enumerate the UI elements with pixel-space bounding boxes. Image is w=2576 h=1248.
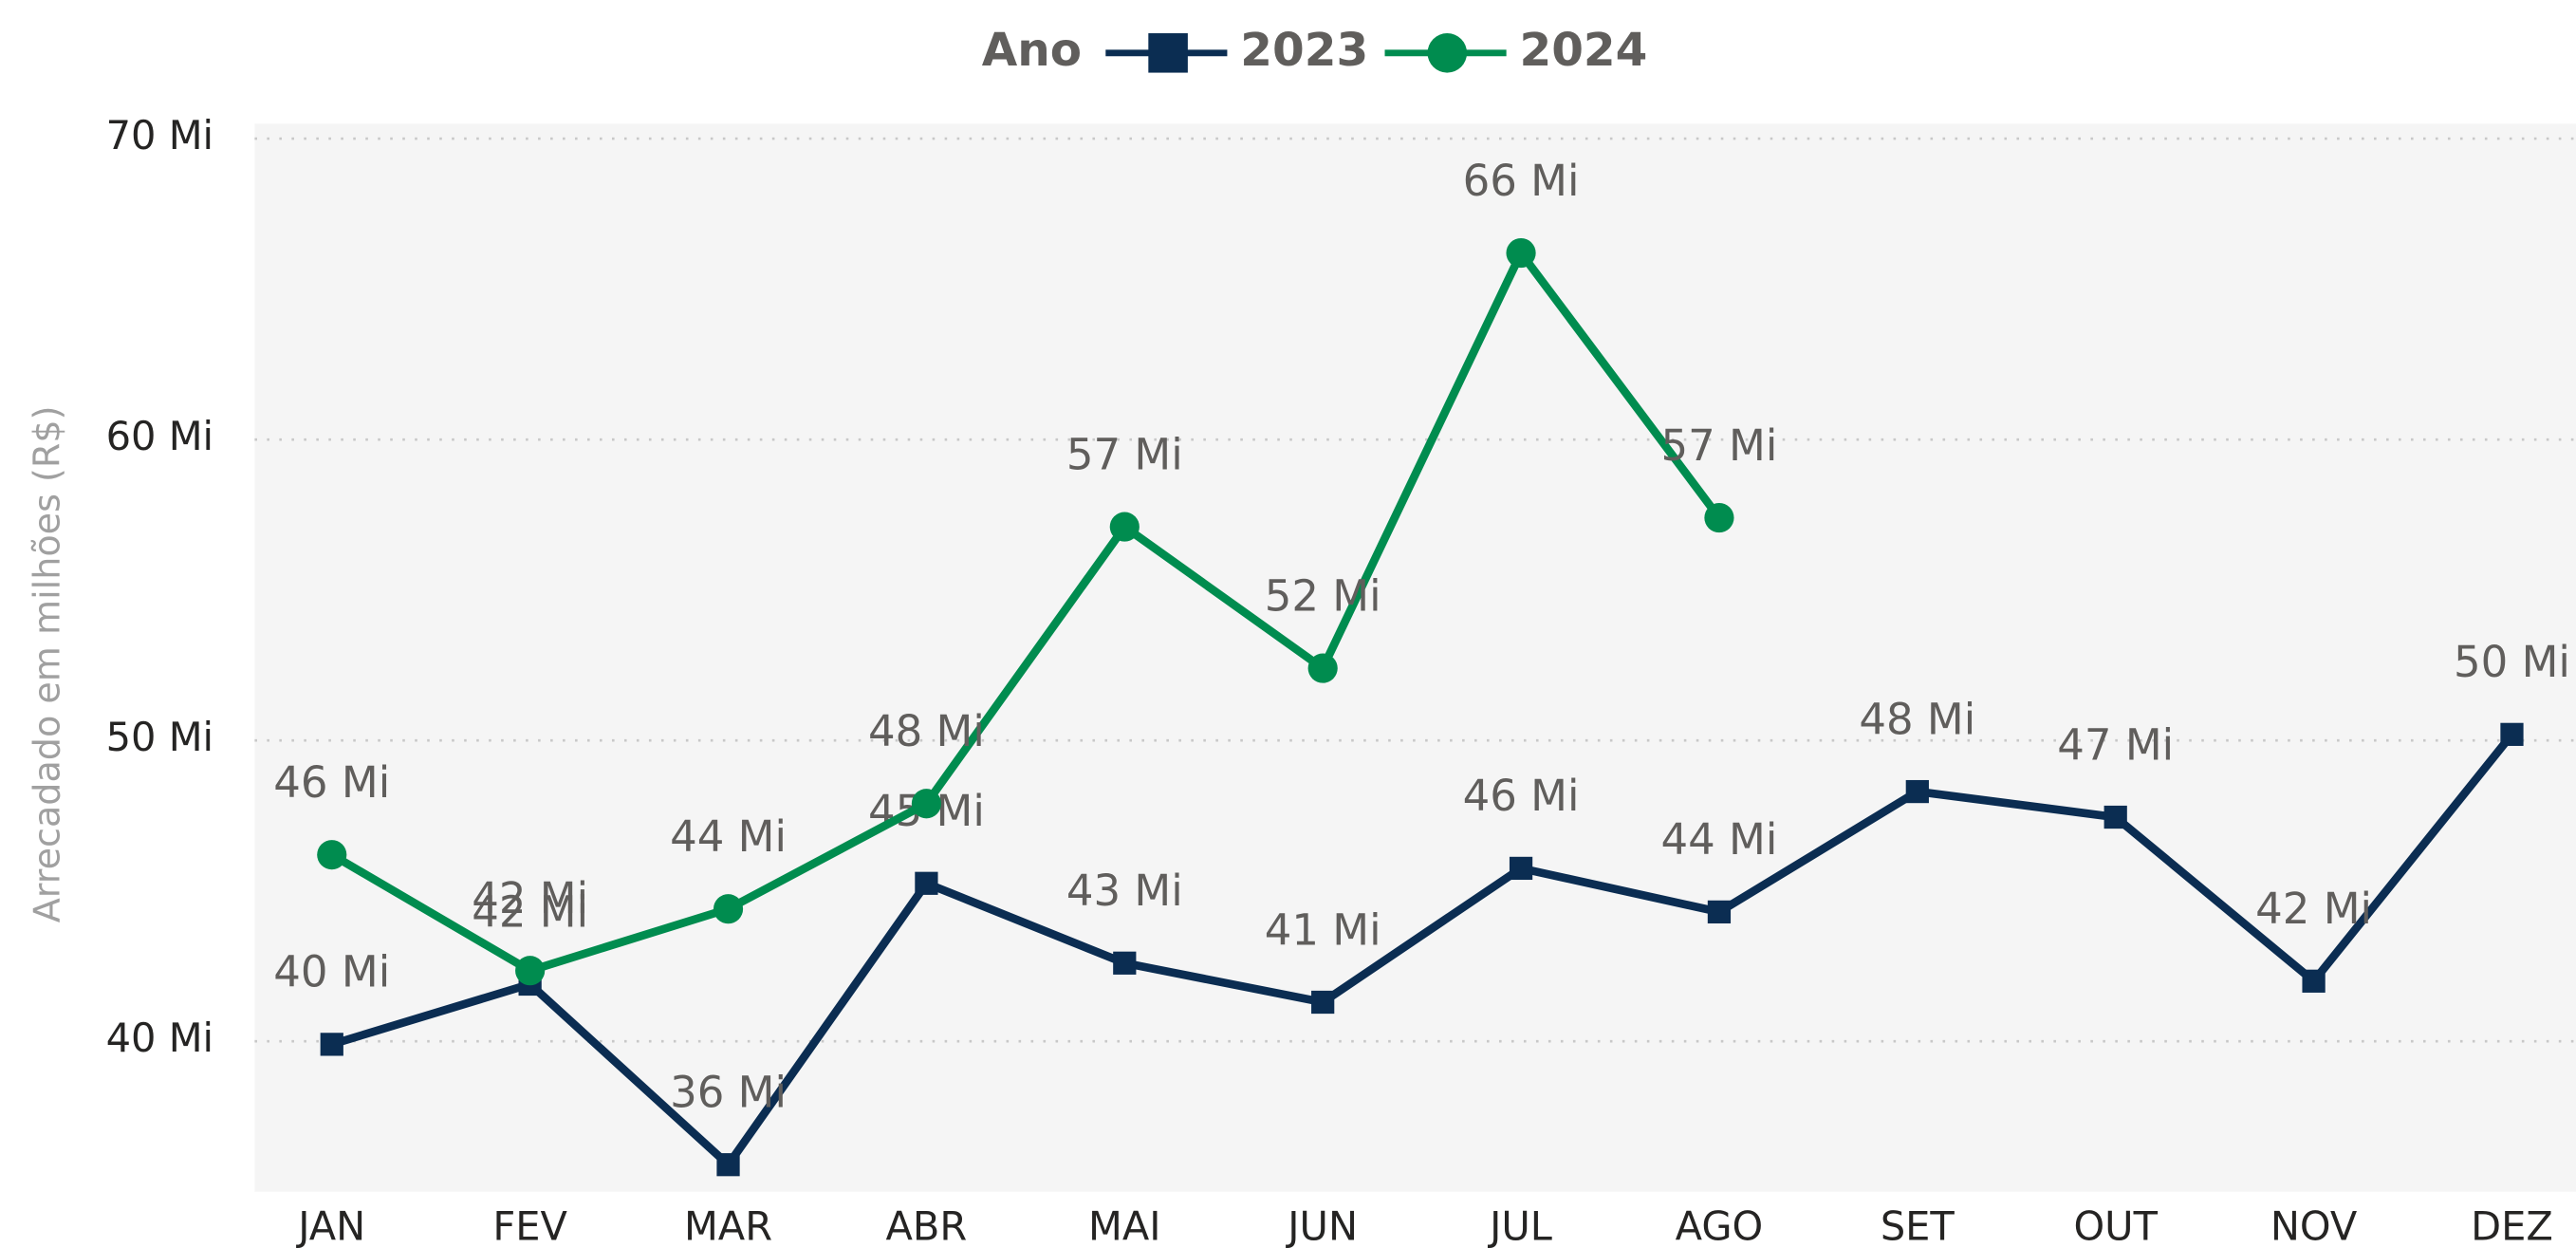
data-label: 41 Mi: [1265, 904, 1381, 955]
plot-area: [254, 123, 2576, 1192]
data-label: 36 Mi: [670, 1067, 787, 1117]
data-label: 47 Mi: [2057, 719, 2174, 770]
marker: [1506, 237, 1536, 269]
data-label: 46 Mi: [1463, 771, 1580, 821]
marker: [1109, 512, 1140, 542]
marker: [2302, 969, 2326, 993]
x-tick-label: MAR: [684, 1203, 772, 1248]
x-tick-label: ABR: [886, 1203, 968, 1248]
marker: [2103, 805, 2127, 829]
marker: [1307, 653, 1338, 683]
x-tick-label: NOV: [2270, 1203, 2358, 1248]
marker: [1113, 951, 1137, 975]
series-line: [329, 249, 1723, 976]
data-label: 48 Mi: [868, 706, 985, 756]
data-label: 52 Mi: [1265, 570, 1381, 621]
y-tick-label: 60 Mi: [106, 413, 213, 459]
x-tick-label: FEV: [492, 1203, 567, 1248]
x-tick-label: OUT: [2073, 1203, 2158, 1248]
marker: [1509, 856, 1533, 881]
x-tick-label: MAI: [1088, 1203, 1161, 1248]
data-label: 42 Mi: [472, 873, 588, 923]
data-label: 44 Mi: [1660, 814, 1777, 865]
marker: [1707, 900, 1732, 924]
x-tick-label: SET: [1881, 1203, 1955, 1248]
legend-label: 2024: [1519, 24, 1647, 77]
x-tick-label: JUL: [1487, 1203, 1552, 1248]
data-label: 44 Mi: [670, 811, 787, 862]
data-label: 42 Mi: [2255, 884, 2372, 934]
data-label: 43 Mi: [1066, 866, 1183, 916]
data-label: 42 Mi: [472, 886, 588, 937]
marker: [915, 871, 938, 895]
x-tick-label: AGO: [1676, 1203, 1764, 1248]
y-tick-label: 70 Mi: [106, 112, 213, 158]
marker: [1704, 502, 1734, 533]
data-label: 50 Mi: [2454, 637, 2570, 687]
y-tick-label: 40 Mi: [106, 1015, 213, 1061]
legend-title: Ano: [982, 24, 1082, 77]
data-label: 48 Mi: [1859, 694, 1975, 744]
series-line: [330, 732, 2515, 1169]
data-label: 40 Mi: [273, 947, 390, 997]
x-tick-label: JUN: [1285, 1203, 1358, 1248]
marker: [2500, 722, 2524, 746]
legend-marker: [1427, 33, 1468, 73]
marker: [317, 840, 347, 870]
marker: [515, 956, 546, 986]
y-tick-label: 50 Mi: [106, 714, 213, 760]
marker: [911, 789, 941, 819]
x-tick-label: DEZ: [2471, 1203, 2553, 1248]
marker: [1905, 779, 1929, 804]
x-tick-label: JAN: [295, 1203, 365, 1248]
legend-label: 2023: [1240, 24, 1368, 77]
marker: [713, 894, 744, 924]
marker: [1311, 990, 1335, 1015]
marker: [320, 1033, 343, 1056]
y-axis-title: Arrecadado em milhões (R$): [26, 406, 67, 923]
data-label: 57 Mi: [1066, 429, 1183, 479]
data-label: 66 Mi: [1463, 156, 1580, 206]
data-label: 57 Mi: [1660, 420, 1777, 471]
marker: [716, 1153, 740, 1177]
legend-marker: [1148, 33, 1188, 73]
data-label: 46 Mi: [273, 757, 390, 808]
